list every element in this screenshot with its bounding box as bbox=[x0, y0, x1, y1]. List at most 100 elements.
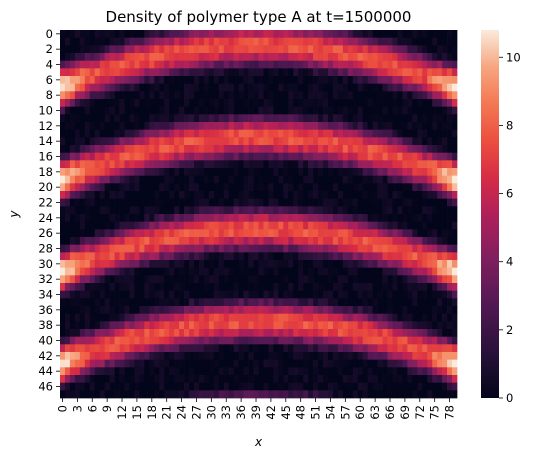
heatmap-cell bbox=[199, 252, 204, 260]
heatmap-cell bbox=[353, 114, 358, 122]
heatmap-cell bbox=[80, 375, 85, 383]
heatmap-cell bbox=[323, 260, 328, 268]
heatmap-cell bbox=[199, 222, 204, 230]
heatmap-cell bbox=[383, 314, 388, 322]
heatmap-cell bbox=[343, 390, 348, 398]
heatmap-cell bbox=[447, 122, 452, 130]
heatmap-cell bbox=[283, 237, 288, 245]
heatmap-cell bbox=[199, 183, 204, 191]
heatmap-cell bbox=[174, 291, 179, 299]
heatmap-cell bbox=[338, 130, 343, 138]
heatmap-cell bbox=[397, 53, 402, 61]
heatmap-cell bbox=[120, 107, 125, 115]
heatmap-cell bbox=[105, 45, 110, 53]
heatmap-cell bbox=[278, 360, 283, 368]
heatmap-cell bbox=[388, 61, 393, 69]
heatmap-cell bbox=[378, 114, 383, 122]
heatmap-cell bbox=[149, 191, 154, 199]
heatmap-cell bbox=[392, 30, 397, 38]
heatmap-cell bbox=[288, 30, 293, 38]
heatmap-cell bbox=[338, 38, 343, 46]
heatmap-cell bbox=[134, 160, 139, 168]
heatmap-cell bbox=[184, 99, 189, 107]
heatmap-cell bbox=[194, 84, 199, 92]
heatmap-cell bbox=[318, 183, 323, 191]
heatmap-cell bbox=[95, 275, 100, 283]
heatmap-cell bbox=[249, 99, 254, 107]
heatmap-cell bbox=[293, 360, 298, 368]
heatmap-cell bbox=[378, 383, 383, 391]
heatmap-cell bbox=[422, 275, 427, 283]
heatmap-cell bbox=[373, 38, 378, 46]
heatmap-cell bbox=[343, 76, 348, 84]
heatmap-cell bbox=[154, 99, 159, 107]
heatmap-cell bbox=[60, 268, 65, 276]
heatmap-cell bbox=[422, 153, 427, 161]
heatmap-cell bbox=[70, 283, 75, 291]
heatmap-cell bbox=[214, 122, 219, 130]
heatmap-cell bbox=[328, 268, 333, 276]
heatmap-cell bbox=[105, 375, 110, 383]
heatmap-cell bbox=[283, 199, 288, 207]
heatmap-cell bbox=[383, 38, 388, 46]
heatmap-cell bbox=[100, 329, 105, 337]
heatmap-cell bbox=[95, 329, 100, 337]
heatmap-cell bbox=[373, 321, 378, 329]
heatmap-cell bbox=[442, 275, 447, 283]
heatmap-cell bbox=[65, 329, 70, 337]
heatmap-cell bbox=[388, 76, 393, 84]
heatmap-cell bbox=[278, 122, 283, 130]
heatmap-cell bbox=[422, 229, 427, 237]
heatmap-cell bbox=[442, 91, 447, 99]
heatmap-cell bbox=[204, 68, 209, 76]
heatmap-cell bbox=[159, 53, 164, 61]
heatmap-cell bbox=[90, 214, 95, 222]
heatmap-cell bbox=[417, 107, 422, 115]
heatmap-cell bbox=[115, 68, 120, 76]
heatmap-cell bbox=[234, 76, 239, 84]
heatmap-cell bbox=[333, 191, 338, 199]
heatmap-cell bbox=[95, 245, 100, 253]
heatmap-cell bbox=[100, 168, 105, 176]
heatmap-cell bbox=[75, 245, 80, 253]
heatmap-cell bbox=[144, 91, 149, 99]
heatmap-cell bbox=[392, 99, 397, 107]
heatmap-cell bbox=[204, 91, 209, 99]
heatmap-cell bbox=[90, 352, 95, 360]
heatmap-cell bbox=[115, 360, 120, 368]
heatmap-cell bbox=[348, 122, 353, 130]
heatmap-cell bbox=[333, 214, 338, 222]
heatmap-cell bbox=[358, 122, 363, 130]
heatmap-cell bbox=[219, 45, 224, 53]
heatmap-cell bbox=[154, 306, 159, 314]
heatmap-cell bbox=[169, 176, 174, 184]
heatmap-cell bbox=[164, 45, 169, 53]
heatmap-cell bbox=[348, 114, 353, 122]
heatmap-cell bbox=[437, 168, 442, 176]
heatmap-cell bbox=[224, 352, 229, 360]
heatmap-cell bbox=[224, 252, 229, 260]
heatmap-cell bbox=[60, 222, 65, 230]
heatmap-cell bbox=[139, 122, 144, 130]
heatmap-cell bbox=[75, 329, 80, 337]
heatmap-cell bbox=[159, 352, 164, 360]
heatmap-cell bbox=[189, 122, 194, 130]
heatmap-cell bbox=[442, 245, 447, 253]
heatmap-cell bbox=[318, 352, 323, 360]
heatmap-cell bbox=[129, 390, 134, 398]
heatmap-cell bbox=[268, 137, 273, 145]
heatmap-cell bbox=[318, 122, 323, 130]
heatmap-cell bbox=[159, 153, 164, 161]
heatmap-cell bbox=[134, 222, 139, 230]
heatmap-cell bbox=[219, 237, 224, 245]
heatmap-cell bbox=[368, 153, 373, 161]
heatmap-cell bbox=[278, 45, 283, 53]
heatmap-cell bbox=[149, 352, 154, 360]
heatmap-cell bbox=[105, 137, 110, 145]
heatmap-cell bbox=[407, 275, 412, 283]
heatmap-cell bbox=[154, 375, 159, 383]
heatmap-cell bbox=[328, 145, 333, 153]
heatmap-cell bbox=[288, 275, 293, 283]
heatmap-cell bbox=[378, 145, 383, 153]
heatmap-cell bbox=[219, 153, 224, 161]
